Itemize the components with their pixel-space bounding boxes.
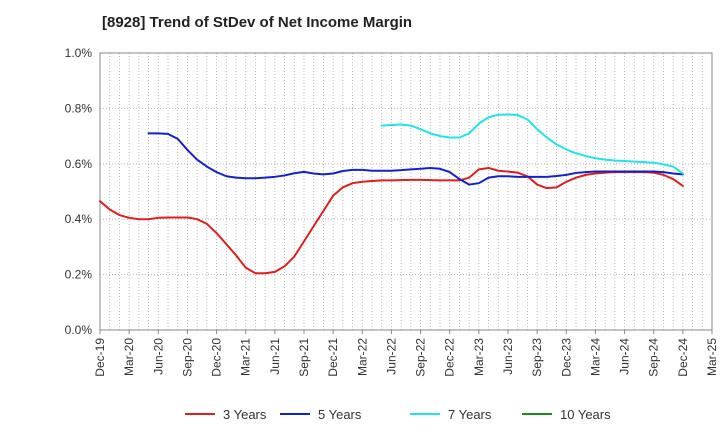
x-tick-label: Jun-21 bbox=[268, 338, 282, 375]
series-line-5-years bbox=[147, 132, 684, 186]
y-tick-label: 0.4% bbox=[65, 212, 93, 226]
legend-label-10-years: 10 Years bbox=[560, 407, 611, 422]
x-tick-label: Mar-24 bbox=[588, 338, 602, 376]
x-tick-label: Sep-23 bbox=[530, 338, 544, 377]
x-tick-label: Sep-24 bbox=[647, 338, 661, 377]
x-tick-label: Sep-21 bbox=[297, 338, 311, 377]
x-tick-label: Dec-19 bbox=[93, 338, 107, 377]
series-line-3-years bbox=[99, 166, 684, 275]
x-tick-label: Dec-20 bbox=[210, 338, 224, 377]
x-tick-label: Dec-23 bbox=[559, 338, 573, 377]
x-tick-label: Dec-24 bbox=[676, 338, 690, 377]
x-tick-label: Mar-21 bbox=[239, 338, 253, 376]
legend-label-7-years: 7 Years bbox=[448, 407, 492, 422]
chart-title: [8928] Trend of StDev of Net Income Marg… bbox=[102, 14, 413, 31]
x-tick-label: Mar-22 bbox=[355, 338, 369, 376]
legend: 3 Years 5 Years 7 Years 10 Years bbox=[185, 407, 611, 422]
y-tick-label: 0.0% bbox=[65, 323, 93, 337]
x-tick-label: Sep-22 bbox=[414, 338, 428, 377]
x-tick-label: Jun-24 bbox=[618, 338, 632, 375]
plot-area bbox=[99, 52, 713, 331]
legend-label-5-years: 5 Years bbox=[318, 407, 362, 422]
legend-label-3-years: 3 Years bbox=[223, 407, 267, 422]
x-tick-label: Dec-22 bbox=[443, 338, 457, 377]
y-tick-label: 0.6% bbox=[65, 157, 93, 171]
axis-tick-labels: 0.0% 0.2% 0.4% 0.6% 0.8% 1.0% Dec-19 Mar-20 Jun-… bbox=[65, 46, 719, 377]
y-tick-label: 1.0% bbox=[65, 46, 93, 60]
series-lines bbox=[99, 113, 684, 275]
x-tick-label: Mar-20 bbox=[122, 338, 136, 376]
x-tick-label: Mar-23 bbox=[472, 338, 486, 376]
y-tick-label: 0.2% bbox=[65, 268, 93, 282]
x-tick-label: Mar-25 bbox=[705, 338, 719, 376]
grid-lines bbox=[100, 52, 712, 331]
x-tick-label: Dec-21 bbox=[326, 338, 340, 377]
y-tick-label: 0.8% bbox=[65, 101, 93, 115]
x-tick-label: Jun-22 bbox=[384, 338, 398, 375]
x-tick-label: Sep-20 bbox=[180, 338, 194, 377]
x-tick-label: Jun-23 bbox=[501, 338, 515, 375]
series-line-7-years bbox=[380, 113, 684, 175]
x-tick-label: Jun-20 bbox=[151, 338, 165, 375]
